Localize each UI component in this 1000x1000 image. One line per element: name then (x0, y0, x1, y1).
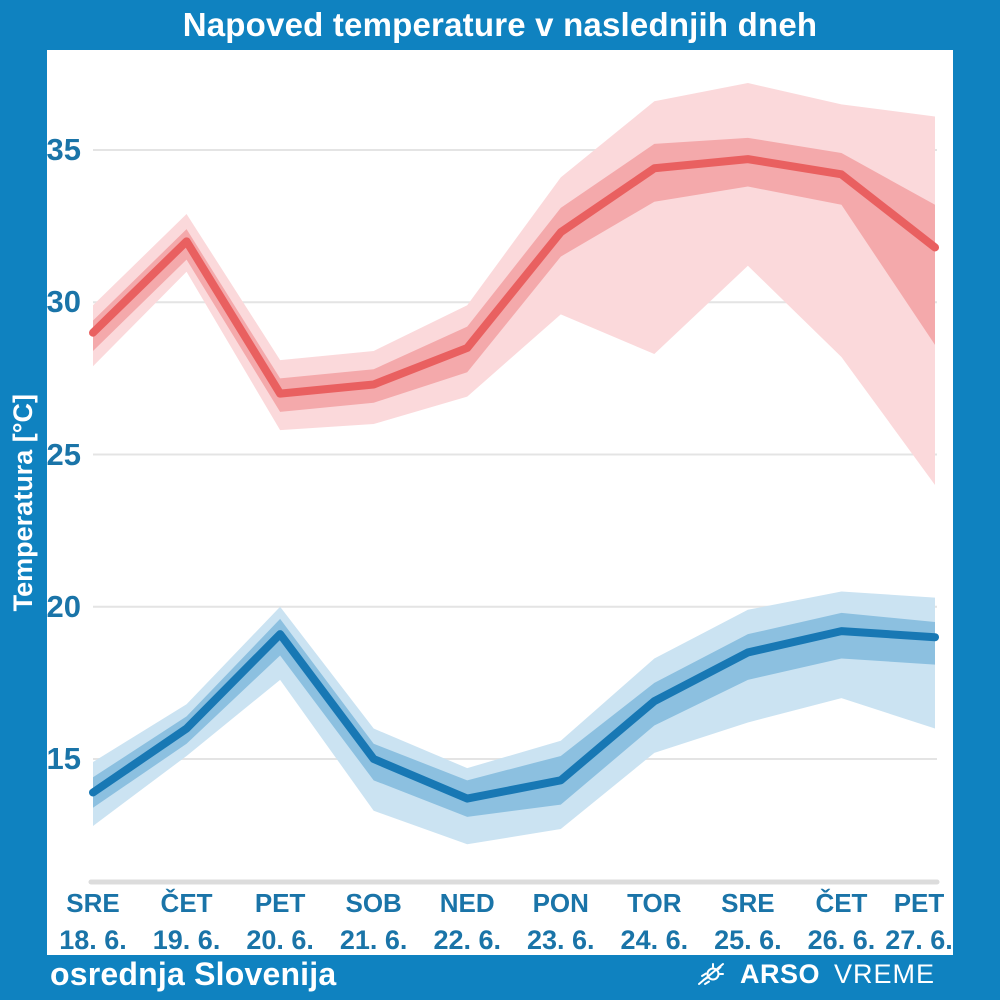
day-date: 25. 6. (714, 925, 782, 955)
y-axis-title: Temperatura [°C] (8, 393, 38, 612)
day-name: PET (254, 888, 306, 918)
footer: osrednja Slovenija ARSO VREME (0, 955, 1000, 1000)
day-name: PET (893, 888, 945, 918)
y-tick-label: 20 (46, 588, 81, 624)
x-day-label: SOB 21. 6. (304, 890, 444, 954)
y-axis-title-wrap: Temperatura [°C] (0, 50, 47, 955)
day-name: ČET (815, 888, 868, 918)
day-date: 20. 6. (246, 925, 314, 955)
sun-icon (697, 962, 724, 985)
x-day-label: TOR 24. 6. (584, 890, 724, 954)
day-date: 19. 6. (152, 925, 221, 955)
x-day-label: NED 22. 6. (397, 890, 537, 954)
y-tick-label: 25 (46, 436, 81, 472)
day-name: SOB (345, 888, 402, 918)
day-name: SRE (66, 888, 120, 918)
x-day-label: PET 20. 6. (210, 890, 350, 954)
x-day-label: PON 23. 6. (491, 890, 631, 954)
y-tick-label: 15 (46, 741, 81, 776)
day-date: 27. 6. (885, 925, 953, 955)
x-day-label: PET 27. 6. (849, 890, 989, 954)
x-day-label: ČET 19. 6. (117, 890, 257, 954)
day-name: SRE (721, 888, 775, 918)
brand-arso: ARSO (739, 959, 820, 989)
region-label: osrednja Slovenija (50, 956, 337, 992)
day-name: PON (532, 888, 589, 918)
arso-vreme-logo: ARSO VREME (696, 959, 935, 991)
plot-panel: 35 30 25 20 15 SRE 18. 6. ČET 19. 6. PET 20. 6. SO… (47, 50, 953, 955)
day-name: ČET (160, 888, 213, 918)
day-name: NED (439, 888, 495, 918)
x-day-label: ČET 26. 6. (771, 890, 911, 954)
y-tick-label: 30 (46, 284, 81, 320)
x-day-label: SRE 25. 6. (678, 890, 818, 954)
day-date: 26. 6. (807, 925, 876, 955)
day-date: 24. 6. (620, 925, 689, 955)
day-date: 23. 6. (526, 925, 595, 955)
day-date: 18. 6. (59, 925, 127, 955)
day-date: 22. 6. (433, 925, 501, 955)
x-day-label: SRE 18. 6. (23, 890, 163, 954)
y-tick-label: 35 (46, 132, 81, 167)
forecast-chart (88, 83, 940, 885)
day-name: TOR (627, 888, 682, 918)
chart-title: Napoved temperature v naslednjih dneh (182, 6, 818, 43)
brand-vreme: VREME (833, 959, 935, 989)
day-date: 21. 6. (339, 925, 408, 955)
